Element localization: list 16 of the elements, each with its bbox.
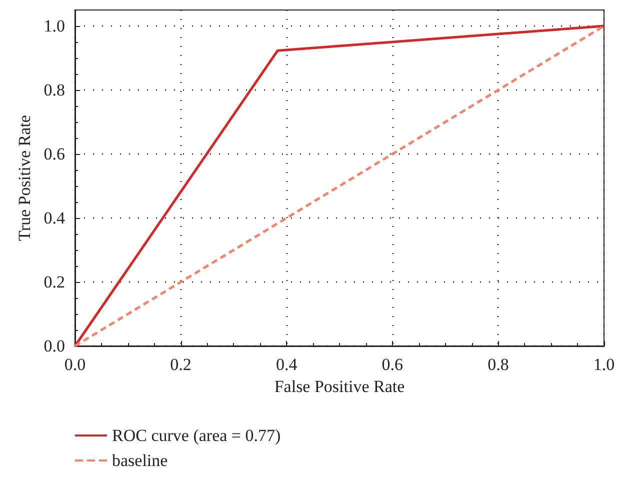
x-tick-label: 0.6: [382, 355, 404, 374]
x-tick-label: 0.4: [276, 355, 298, 374]
y-tick-label: 0.2: [44, 272, 65, 292]
x-tick-label: 0.2: [170, 355, 192, 374]
legend-label: baseline: [112, 451, 168, 470]
legend-label: ROC curve (area = 0.77): [112, 426, 281, 445]
y-tick-label: 0.8: [44, 80, 65, 100]
x-tick-label: 0.8: [488, 355, 509, 374]
y-tick-label: 0.4: [44, 208, 66, 228]
y-tick-label: 0.6: [44, 144, 65, 164]
x-tick-label: 1.0: [593, 355, 615, 374]
y-tick-label: 1.0: [44, 16, 65, 36]
x-tick-label: 0.0: [64, 355, 86, 374]
y-axis-title: True Positive Rate: [14, 115, 34, 241]
x-axis-title: False Positive Rate: [274, 377, 405, 396]
y-tick-label: 0.0: [44, 336, 65, 356]
